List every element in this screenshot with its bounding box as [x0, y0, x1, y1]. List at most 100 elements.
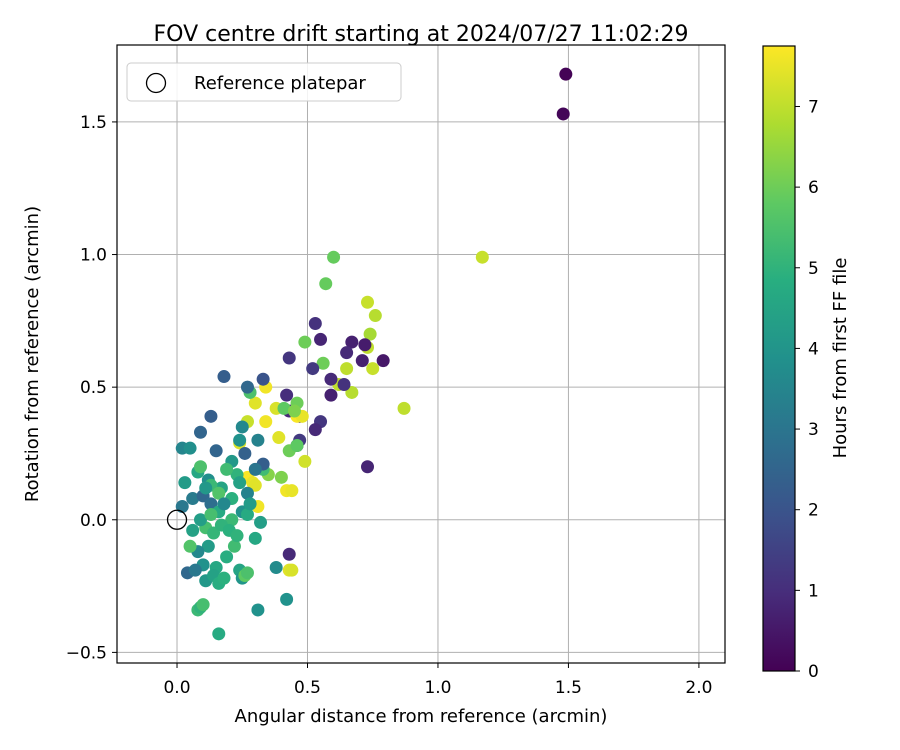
- data-point: [199, 481, 213, 495]
- data-point: [212, 486, 226, 500]
- data-point: [280, 592, 294, 606]
- data-point: [272, 431, 286, 445]
- data-point: [251, 433, 265, 447]
- data-point: [217, 571, 231, 585]
- legend-marker: [145, 72, 167, 94]
- data-point: [204, 507, 218, 521]
- legend-box: [126, 62, 402, 102]
- data-point: [290, 439, 304, 453]
- data-point: [217, 497, 231, 511]
- reference-point: [166, 509, 188, 530]
- data-point: [282, 547, 296, 561]
- data-point: [361, 460, 375, 474]
- data-point: [175, 500, 189, 514]
- data-point: [274, 470, 288, 484]
- chart-title: FOV centre drift starting at 2024/07/27 …: [154, 22, 689, 47]
- data-point: [251, 603, 265, 617]
- data-point: [363, 327, 377, 341]
- data-point: [194, 513, 208, 527]
- data-point: [188, 563, 202, 577]
- data-point: [285, 484, 299, 498]
- data-point: [204, 497, 218, 511]
- data-point: [204, 409, 218, 423]
- data-point: [233, 476, 247, 490]
- data-point: [235, 420, 249, 434]
- data-point: [225, 513, 239, 527]
- data-point: [345, 335, 359, 349]
- colorbar-tick-label: 2: [808, 501, 819, 521]
- data-point: [240, 486, 254, 500]
- data-point: [340, 346, 354, 360]
- data-point: [183, 441, 197, 455]
- colorbar-tick-label: 0: [808, 662, 819, 682]
- data-point: [194, 460, 208, 474]
- data-point: [319, 277, 333, 291]
- y-tick-label: 0.5: [80, 378, 107, 398]
- x-tick-label: 1.0: [424, 678, 451, 698]
- grid-lines: [117, 45, 725, 663]
- colorbar-tick-label: 6: [808, 178, 819, 198]
- y-tick-label: 1.0: [80, 246, 107, 266]
- data-point: [475, 250, 489, 264]
- data-point: [306, 362, 320, 376]
- data-point: [376, 354, 390, 368]
- y-tick-label: 1.5: [80, 113, 107, 133]
- data-point: [248, 531, 262, 545]
- data-point: [254, 515, 268, 529]
- y-tick-label: −0.5: [66, 643, 107, 663]
- data-point: [248, 478, 262, 492]
- data-point: [324, 372, 338, 386]
- data-point: [277, 401, 291, 415]
- data-point: [243, 497, 257, 511]
- data-point: [282, 351, 296, 365]
- y-axis-label: Rotation from reference (arcmin): [22, 206, 43, 502]
- data-point: [269, 561, 283, 575]
- data-point: [397, 401, 411, 415]
- data-point: [559, 67, 573, 81]
- data-point: [368, 309, 382, 323]
- colorbar: [762, 45, 796, 672]
- data-point: [298, 335, 312, 349]
- data-point: [194, 425, 208, 439]
- data-point: [207, 526, 221, 540]
- colorbar-tick-label: 1: [808, 581, 819, 601]
- data-point: [556, 107, 570, 121]
- data-point: [186, 492, 200, 506]
- x-axis-label: Angular distance from reference (arcmin): [235, 706, 608, 727]
- legend-entry-reference: Reference platepar: [194, 73, 366, 94]
- data-point: [308, 316, 322, 330]
- colorbar-tick-label: 4: [808, 339, 819, 359]
- data-point: [240, 566, 254, 580]
- data-point: [285, 563, 299, 577]
- data-point: [287, 404, 301, 418]
- data-point: [280, 388, 294, 402]
- x-tick-label: 2.0: [685, 678, 712, 698]
- x-tick-label: 1.5: [555, 678, 582, 698]
- data-point: [186, 523, 200, 537]
- data-point: [259, 415, 273, 429]
- data-point: [209, 444, 223, 458]
- data-point: [361, 295, 375, 309]
- colorbar-tick-label: 5: [808, 259, 819, 279]
- data-point: [316, 356, 330, 370]
- plot-frame: [116, 44, 726, 664]
- data-point: [220, 550, 234, 564]
- scatter-points: [175, 67, 573, 641]
- data-point: [240, 507, 254, 521]
- data-point: [314, 332, 328, 346]
- legend: Reference platepar: [126, 62, 402, 102]
- colorbar-tick-label: 3: [808, 420, 819, 440]
- data-point: [178, 476, 192, 490]
- y-axis-ticks: −0.5 0.0 0.5 1.0 1.5: [66, 113, 117, 663]
- data-point: [217, 370, 231, 384]
- data-point: [324, 388, 338, 402]
- data-point: [230, 529, 244, 543]
- reference-marker: [166, 509, 188, 530]
- data-point: [337, 378, 351, 392]
- data-point: [358, 338, 372, 352]
- data-point: [345, 385, 359, 399]
- data-point: [308, 423, 322, 437]
- data-point: [248, 396, 262, 410]
- data-point: [298, 454, 312, 468]
